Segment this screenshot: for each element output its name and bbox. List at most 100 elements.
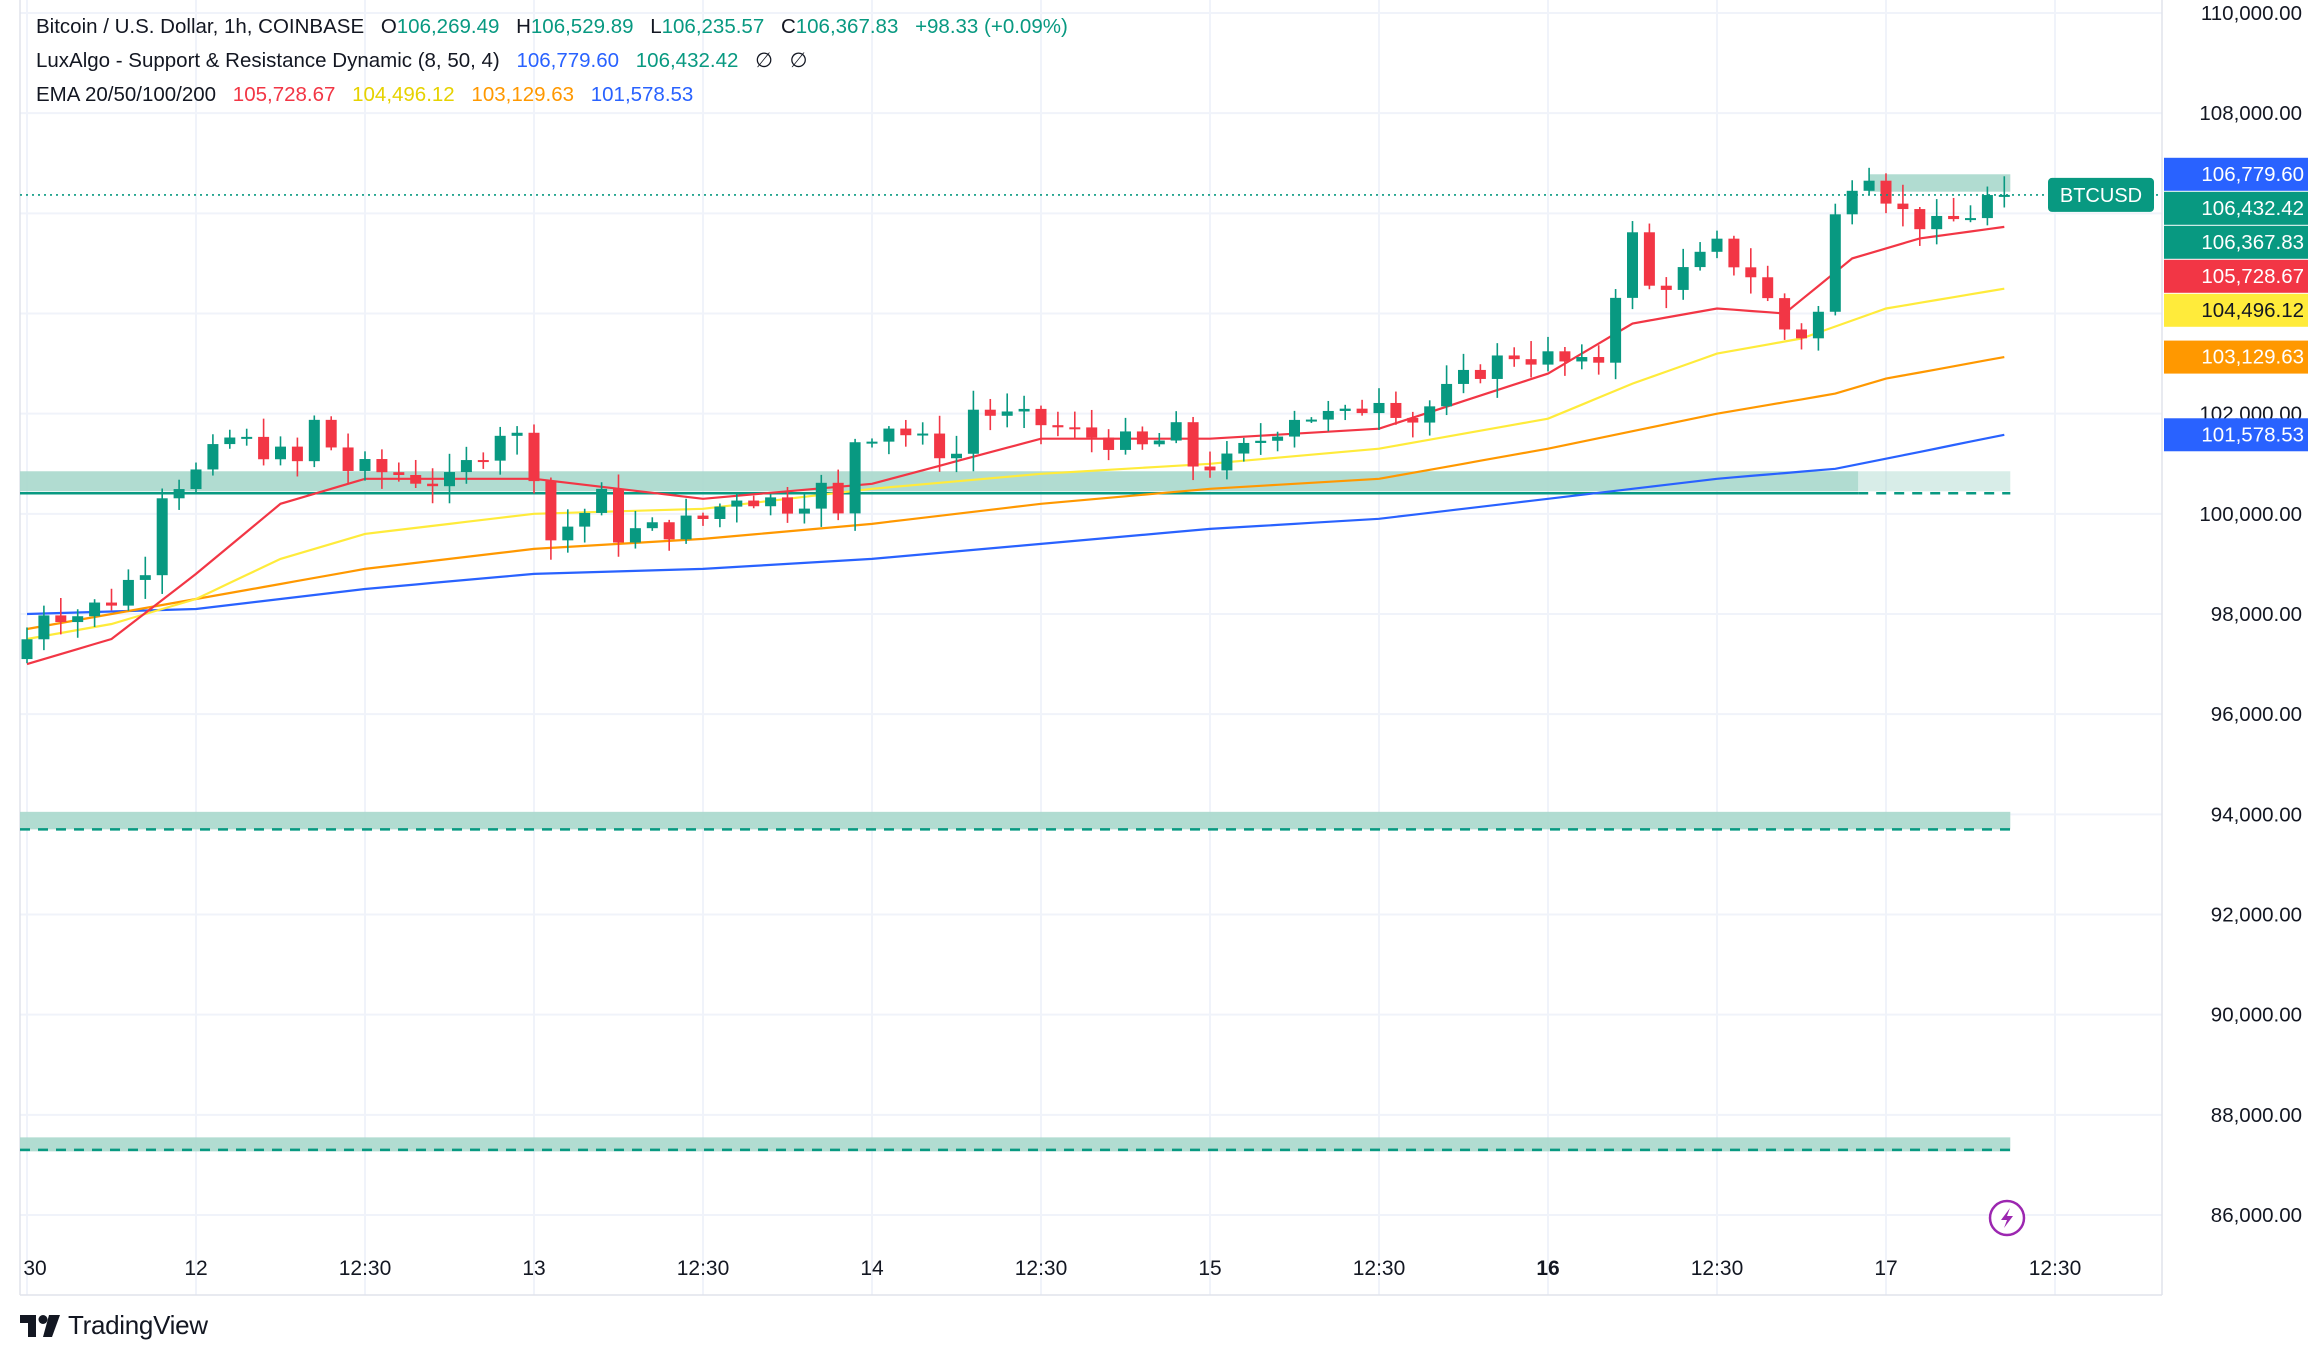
symbol-price-tag[interactable]	[2048, 177, 2154, 212]
ema200-line	[26, 433, 2005, 616]
price-axis-tag[interactable]	[2164, 340, 2308, 374]
price-axis-tag[interactable]	[2164, 157, 2308, 191]
candle-down	[832, 482, 844, 514]
luxalgo-indicator-name[interactable]: LuxAlgo - Support & Resistance Dynamic (…	[36, 49, 500, 72]
candle-down	[1390, 402, 1402, 418]
price-axis-label: 98,000.00	[2211, 603, 2302, 626]
candle-down	[984, 409, 996, 416]
candle-down	[545, 481, 557, 541]
high-label: H	[516, 15, 531, 38]
candle-up	[815, 482, 827, 509]
time-axis-label: 12:30	[1353, 1257, 1406, 1280]
price-axis-tag[interactable]	[2164, 191, 2308, 225]
candle-up	[38, 615, 50, 640]
candle-down	[1086, 427, 1098, 438]
candle-down	[1407, 417, 1419, 423]
candle-down	[1474, 369, 1486, 379]
price-axis-tag[interactable]	[2164, 418, 2308, 452]
time-axis-label: 13	[522, 1257, 545, 1280]
candle-down	[1103, 437, 1115, 450]
candle-down	[1948, 215, 1960, 220]
luxalgo-value-resistance: 106,779.60	[516, 49, 620, 72]
candle-up	[89, 602, 101, 617]
candle-down	[410, 475, 422, 484]
chart-legend: Bitcoin / U.S. Dollar, 1h, COINBASE O 106…	[36, 10, 1079, 112]
time-axis-label: 12	[184, 1257, 207, 1280]
candle-up	[1491, 355, 1503, 379]
support-resistance-zone	[20, 471, 1859, 492]
low-value: 106,235.57	[661, 15, 765, 38]
candle-up	[460, 460, 472, 473]
candle-up	[1001, 411, 1013, 416]
candle-up	[1542, 351, 1554, 365]
price-axis-tag-label: 104,496.12	[2201, 299, 2304, 322]
candle-down	[934, 433, 946, 459]
candle-up	[1576, 357, 1588, 362]
candle-up	[308, 419, 320, 462]
candle-up	[1965, 218, 1976, 221]
candle-down	[528, 432, 540, 482]
candle-down	[1643, 232, 1655, 286]
price-axis-label: 96,000.00	[2211, 703, 2302, 726]
candle-down	[1779, 298, 1791, 330]
candle-down	[1525, 359, 1537, 365]
candle-up	[1711, 238, 1723, 252]
candle-down	[1069, 427, 1081, 430]
candle-down	[1035, 408, 1047, 426]
candle-down	[1508, 355, 1520, 360]
candle-down	[663, 522, 675, 540]
ema50-line	[26, 287, 2005, 641]
candle-up	[139, 575, 151, 580]
candle-up	[224, 437, 236, 445]
candle-up	[511, 432, 523, 436]
candle-up	[1424, 406, 1436, 423]
price-axis-tag[interactable]	[2164, 259, 2308, 293]
tradingview-branding[interactable]: TradingView	[20, 1310, 208, 1341]
candle-down	[1762, 277, 1774, 299]
support-resistance-zone	[20, 811, 2011, 830]
candle-down	[258, 436, 270, 460]
ema20-line	[26, 225, 2005, 666]
legend-ema-row[interactable]: EMA 20/50/100/200 105,728.67 104,496.12 …	[36, 78, 1079, 112]
candle-up	[207, 444, 219, 470]
candle-up	[156, 498, 168, 576]
time-axis-label: 15	[1198, 1257, 1221, 1280]
price-axis-tag-label: 103,129.63	[2201, 346, 2304, 369]
legend-symbol-row[interactable]: Bitcoin / U.S. Dollar, 1h, COINBASE O 106…	[36, 10, 1079, 44]
time-axis-label: 16	[1536, 1257, 1559, 1280]
candle-up	[1829, 214, 1841, 312]
price-axis-tag-label: 105,728.67	[2201, 265, 2304, 288]
candle-down	[393, 472, 405, 476]
candle-up	[1289, 419, 1300, 437]
ema200-value: 101,578.53	[590, 83, 694, 106]
open-label: O	[380, 15, 397, 38]
ema-indicator-name[interactable]: EMA 20/50/100/200	[36, 83, 217, 106]
candle-up	[1863, 180, 1875, 191]
symbol-name[interactable]: Bitcoin / U.S. Dollar, 1h, COINBASE	[36, 15, 365, 38]
candle-up	[596, 488, 608, 513]
candle-down	[1204, 466, 1216, 471]
ema20-value: 105,728.67	[232, 83, 336, 106]
candle-down	[1356, 408, 1368, 414]
price-axis-tag[interactable]	[2164, 293, 2308, 327]
candle-up	[72, 616, 84, 623]
candle-down	[106, 602, 117, 606]
candle-up	[680, 515, 692, 540]
candle-up	[849, 442, 861, 514]
candle-up	[917, 433, 929, 436]
candle-down	[697, 515, 709, 519]
candle-up	[1153, 440, 1165, 445]
candle-down	[613, 488, 624, 543]
low-label: L	[650, 15, 662, 38]
candle-down	[55, 615, 67, 623]
time-axis-label: 12:30	[2029, 1257, 2082, 1280]
price-axis-tag[interactable]	[2164, 225, 2308, 259]
candle-down	[1914, 209, 1926, 230]
candle-up	[444, 472, 455, 487]
change-value: +98.33 (+0.09%)	[915, 15, 1068, 38]
candle-up	[562, 526, 574, 541]
candle-down	[1796, 329, 1807, 339]
legend-luxalgo-row[interactable]: LuxAlgo - Support & Resistance Dynamic (…	[36, 44, 1079, 78]
